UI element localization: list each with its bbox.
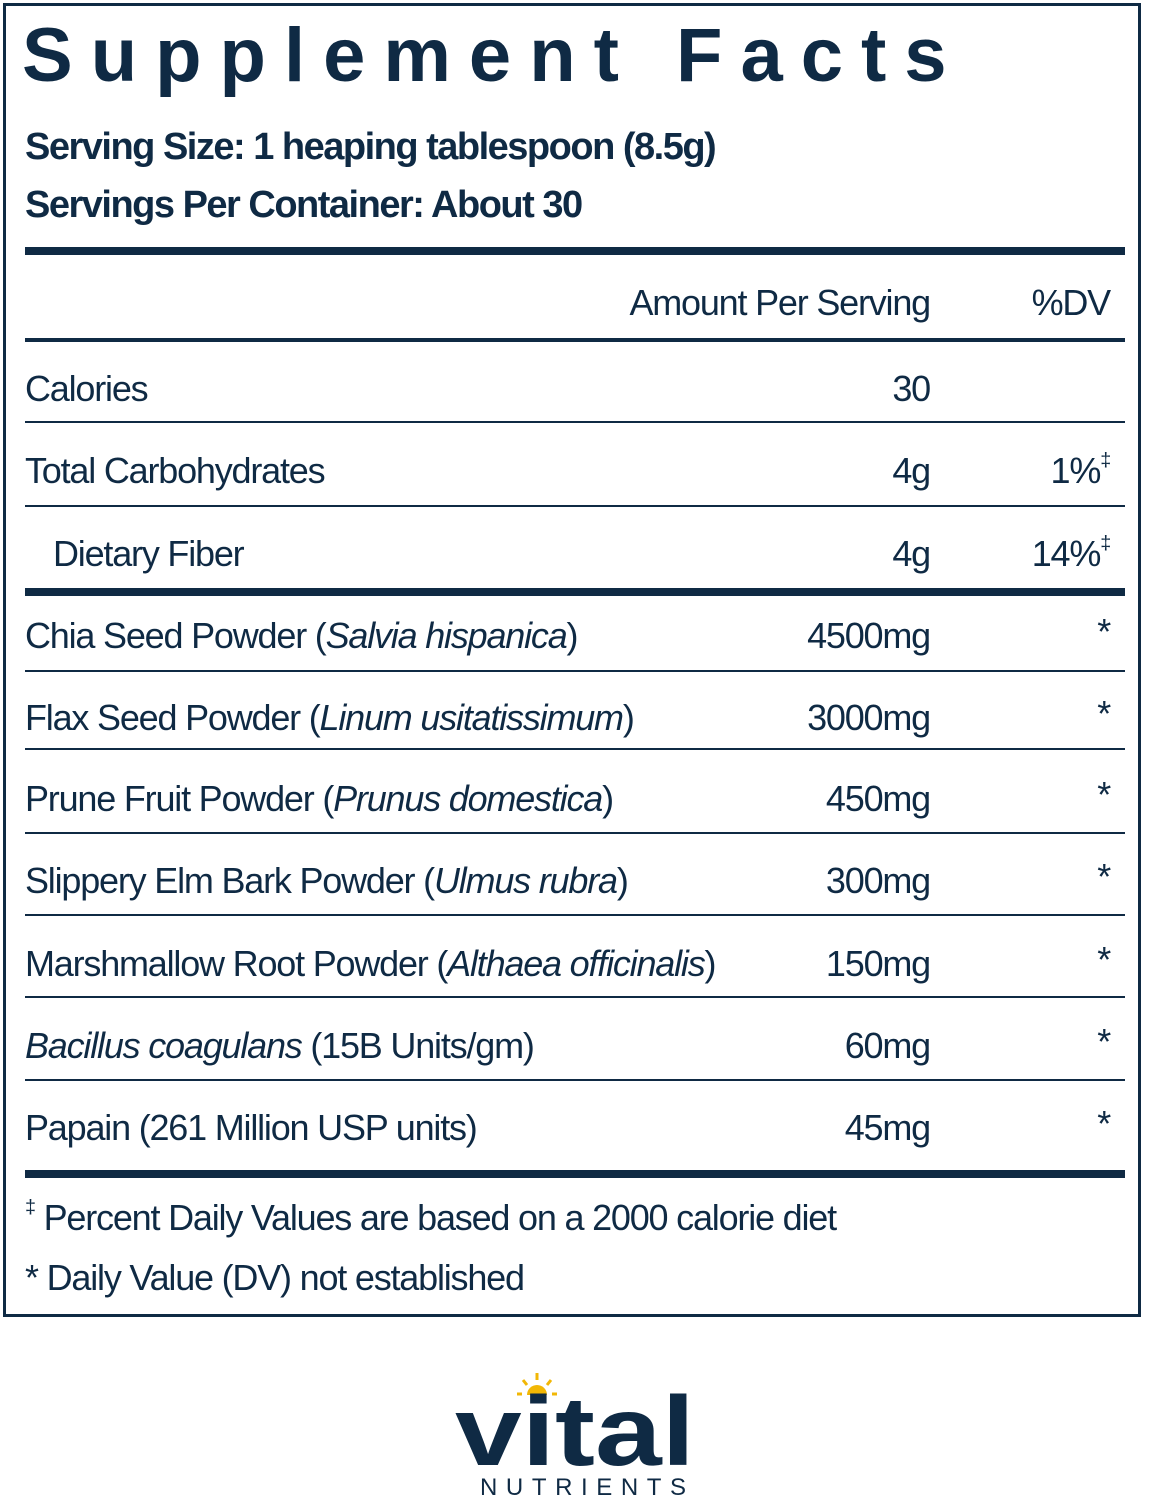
ingredient-amount: 60mg	[844, 1025, 931, 1066]
ingredient-name: Chia Seed Powder (	[25, 615, 327, 656]
nutrient-label: Dietary Fiber	[53, 533, 245, 574]
footnote: ‡ Percent Daily Values are based on a 20…	[25, 1197, 837, 1238]
ingredient-label: Slippery Elm Bark Powder (Ulmus rubra)	[25, 860, 629, 901]
nutrient-label: Calories	[25, 368, 149, 409]
ingredient-dv: *	[1097, 856, 1111, 897]
ingredient-amount: 3000mg	[807, 697, 931, 738]
divider	[25, 748, 1125, 750]
ingredient-suffix: )	[704, 943, 717, 984]
servings-per-container: Servings Per Container: About 30	[25, 184, 583, 226]
nutrient-label: Total Carbohydrates	[25, 450, 326, 491]
ingredient-dv: *	[1097, 774, 1111, 815]
header-dv: %DV	[1031, 282, 1112, 323]
nutrient-amount: 4g	[892, 450, 931, 491]
ingredient-latin-name: Bacillus coagulans	[25, 1025, 303, 1066]
nutrient-amount: 4g	[892, 533, 931, 574]
ingredient-name: Flax Seed Powder (	[25, 697, 321, 738]
footnote-mark: *	[25, 1257, 39, 1298]
dv-value: 1%	[1050, 450, 1102, 491]
nutrient-amount: 30	[892, 368, 931, 409]
svg-text:NUTRIENTS: NUTRIENTS	[480, 1474, 692, 1500]
dv-value: 14%	[1031, 533, 1102, 574]
divider-thick	[25, 247, 1125, 255]
ingredient-amount: 45mg	[844, 1107, 931, 1148]
sun-icon	[517, 1373, 557, 1396]
ingredient-name: Papain (261 Million USP units)	[25, 1107, 478, 1148]
ingredient-suffix: )	[602, 778, 614, 819]
divider	[25, 421, 1125, 423]
divider	[25, 505, 1125, 507]
divider	[25, 914, 1125, 916]
ingredient-suffix: )	[566, 615, 579, 656]
ingredient-name: Marshmallow Root Powder (	[25, 943, 448, 984]
ingredient-dv: *	[1097, 1103, 1111, 1144]
vital-nutrients-logo: vital NUTRIENTS	[455, 1373, 695, 1500]
ingredient-latin-name: Althaea officinalis	[447, 943, 706, 984]
ingredient-label: Marshmallow Root Powder (Althaea officin…	[25, 943, 717, 984]
footnote-text: Daily Value (DV) not established	[37, 1257, 525, 1298]
ingredient-dv: *	[1097, 611, 1111, 652]
double-dagger-mark: ‡	[1100, 449, 1111, 471]
ingredient-suffix: )	[622, 697, 635, 738]
ingredient-dv: *	[1097, 1021, 1111, 1062]
ingredient-suffix: (15B Units/gm)	[301, 1025, 534, 1066]
footnote-text: Percent Daily Values are based on a 2000…	[34, 1197, 837, 1238]
nutrient-dv: 1%‡	[1050, 450, 1112, 491]
supplement-facts-panel	[3, 3, 1141, 1317]
header-amount: Amount Per Serving	[629, 282, 931, 323]
ingredient-dv: *	[1097, 693, 1111, 734]
ingredient-name: Slippery Elm Bark Powder (	[25, 860, 435, 901]
divider	[25, 996, 1125, 998]
divider	[25, 1079, 1125, 1081]
ingredient-latin-name: Salvia hispanica	[325, 615, 568, 656]
svg-text:vital: vital	[455, 1376, 695, 1486]
ingredient-latin-name: Ulmus rubra	[433, 860, 618, 901]
nutrient-dv: 14%‡	[1031, 533, 1111, 574]
ingredient-dv: *	[1097, 939, 1111, 980]
serving-size: Serving Size: 1 heaping tablespoon (8.5g…	[25, 126, 717, 168]
divider-header	[25, 338, 1125, 342]
ingredient-label: Chia Seed Powder (Salvia hispanica)	[25, 615, 579, 656]
footnote-mark: ‡	[25, 1196, 36, 1218]
ingredient-latin-name: Linum usitatissimum	[319, 697, 624, 738]
divider	[25, 832, 1125, 834]
ingredient-amount: 4500mg	[807, 615, 931, 656]
ingredient-amount: 300mg	[825, 860, 931, 901]
ingredient-amount: 150mg	[825, 943, 931, 984]
ingredient-latin-name: Prunus domestica	[333, 778, 603, 819]
panel-title: Supplement Facts	[22, 13, 965, 98]
ingredient-label: Prune Fruit Powder (Prunus domestica)	[25, 778, 614, 819]
ingredient-label: Bacillus coagulans (15B Units/gm)	[25, 1025, 535, 1066]
double-dagger-mark: ‡	[1100, 532, 1111, 554]
ingredient-amount: 450mg	[825, 778, 931, 819]
ingredient-suffix: )	[616, 860, 629, 901]
ingredient-label: Flax Seed Powder (Linum usitatissimum)	[25, 697, 635, 738]
ingredient-name: Prune Fruit Powder (	[25, 778, 334, 819]
footnote: * Daily Value (DV) not established	[25, 1257, 525, 1298]
divider	[25, 588, 1125, 596]
divider	[25, 1170, 1125, 1178]
ingredient-label: Papain (261 Million USP units)	[25, 1107, 478, 1148]
divider	[25, 670, 1125, 672]
